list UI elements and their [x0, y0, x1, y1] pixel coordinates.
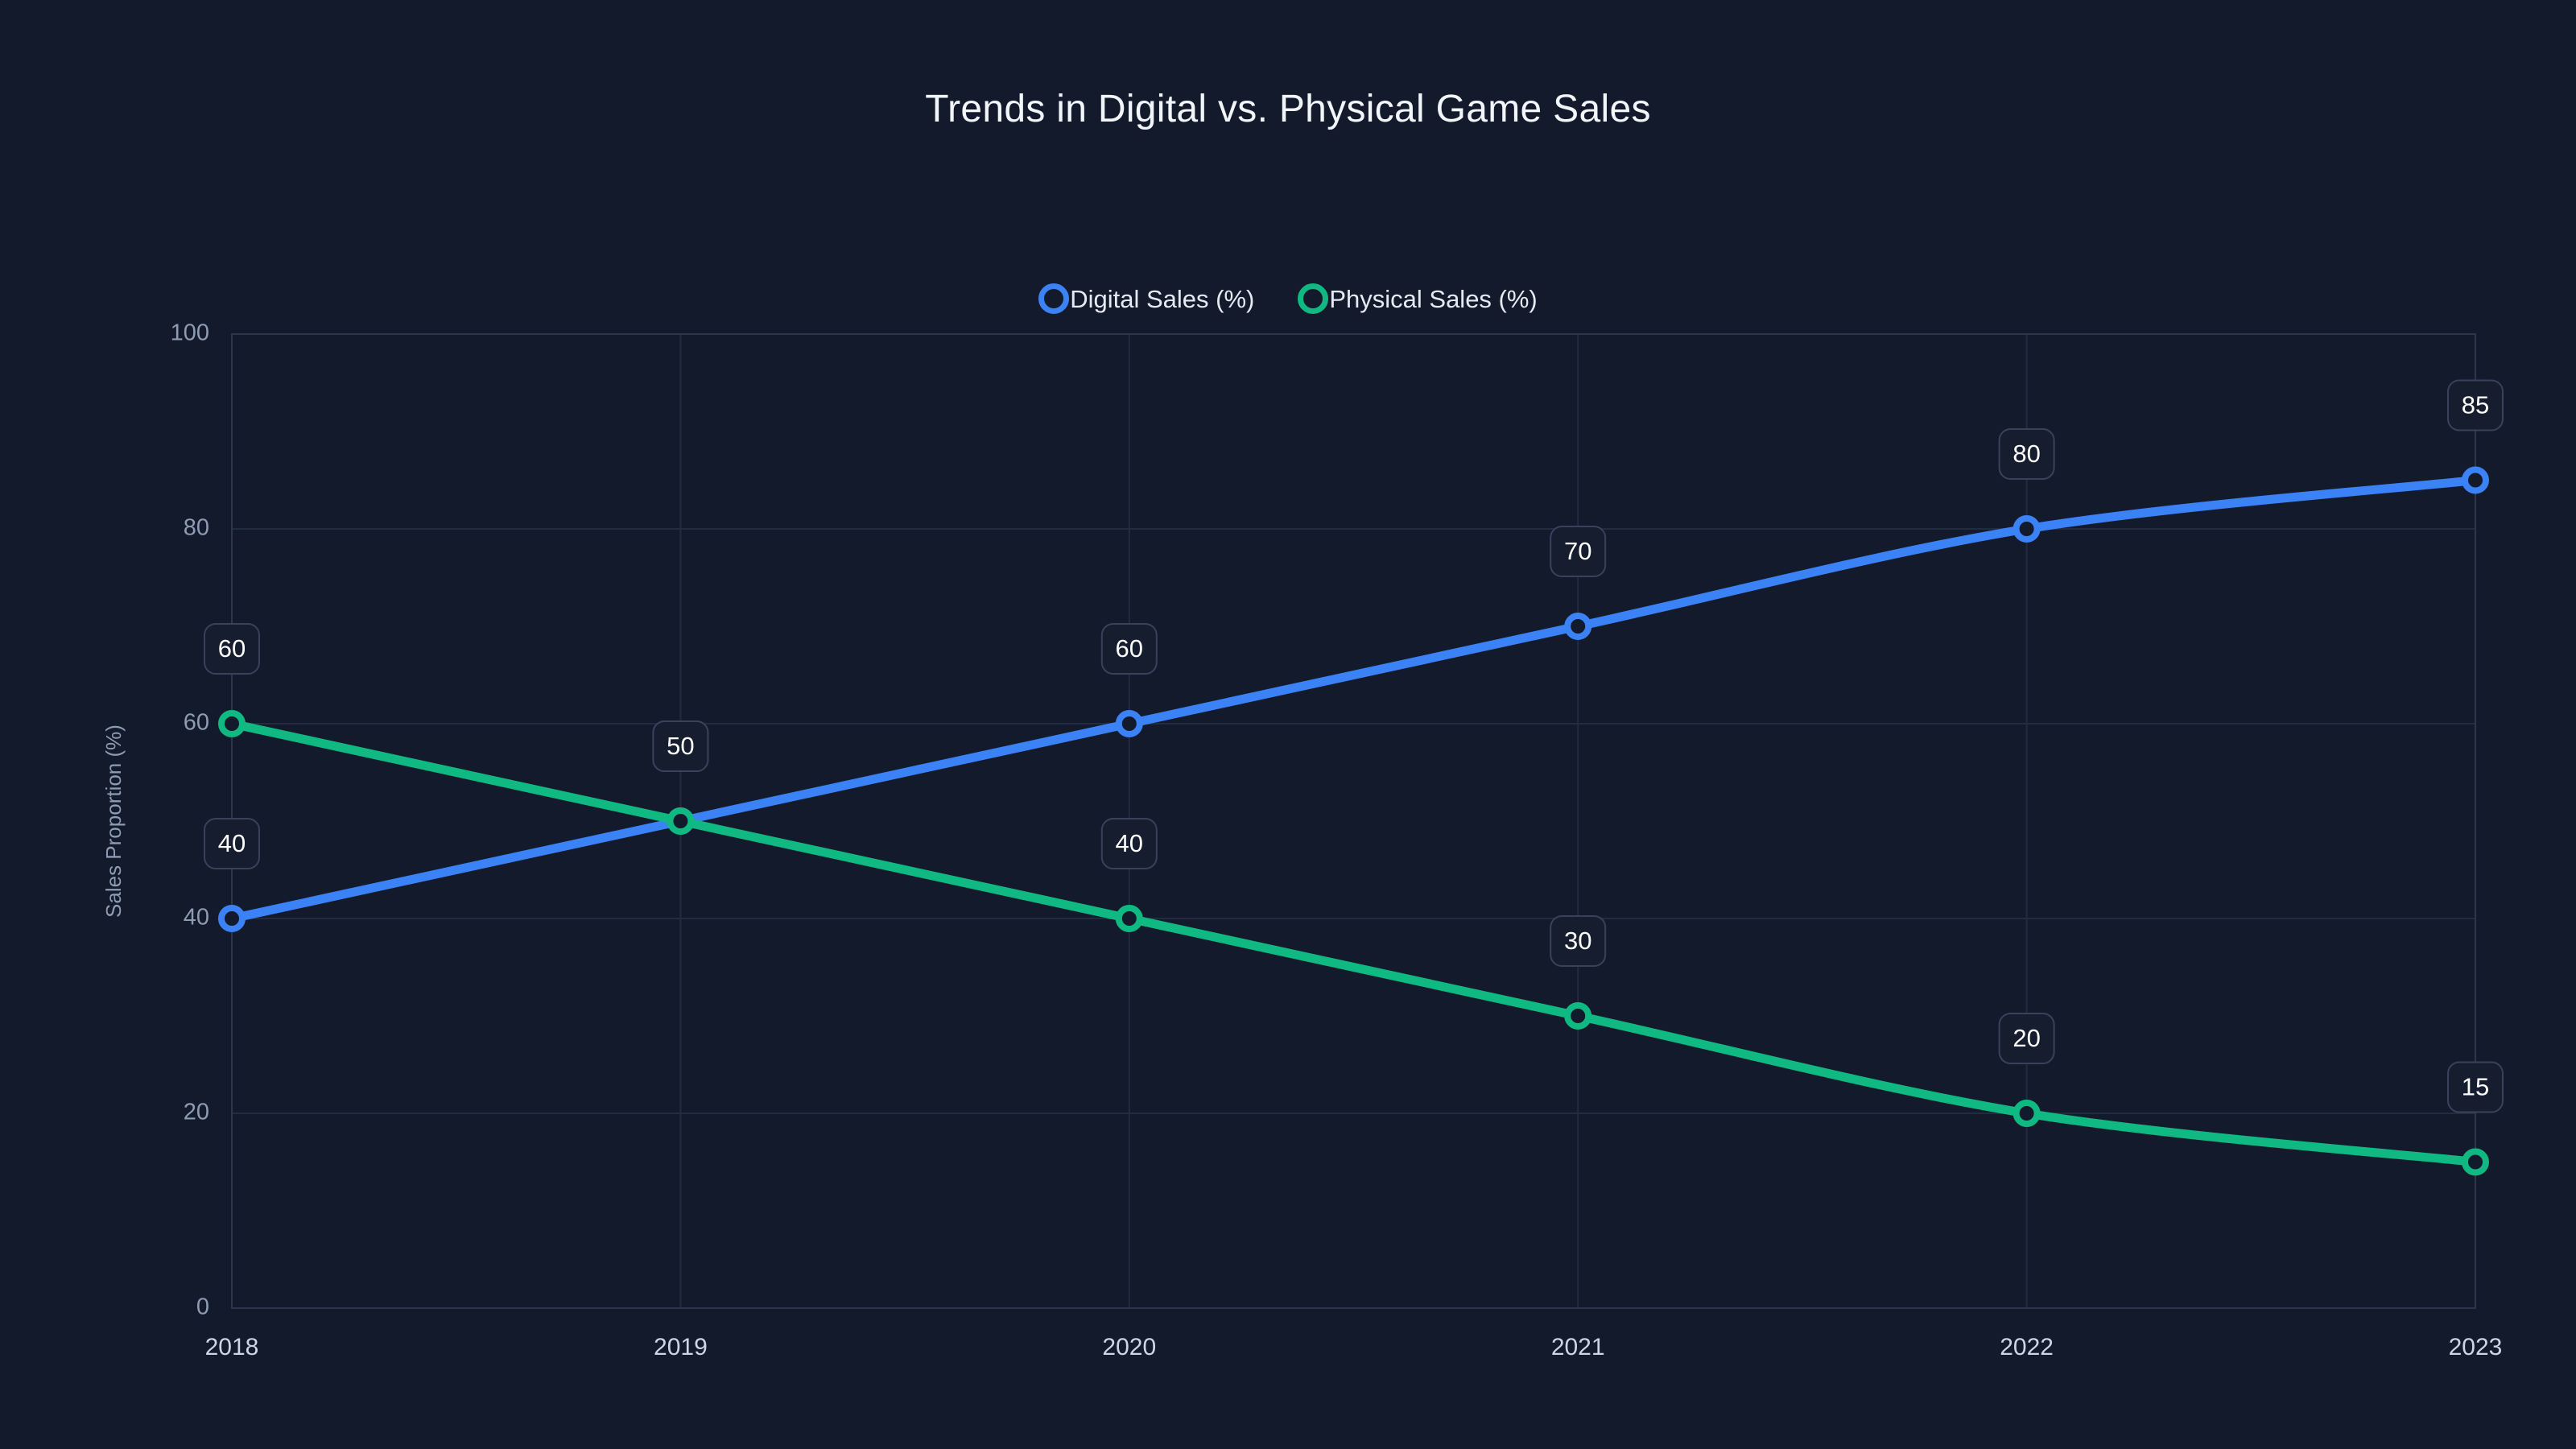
ring-marker[interactable]: [2462, 1148, 2489, 1176]
y-tick-label: 60: [184, 710, 209, 736]
data-label-box: [1998, 428, 2055, 480]
data-label-value: 30: [1564, 927, 1591, 955]
data-label-value: 80: [2013, 440, 2040, 468]
gridlines: [231, 333, 2476, 1309]
data-label-value: 40: [1116, 829, 1143, 857]
ring-marker[interactable]: [1564, 1002, 1592, 1030]
ring-marker[interactable]: [1564, 613, 1592, 640]
legend-item-physical[interactable]: Physical Sales (%): [1298, 283, 1538, 314]
legend-item-digital[interactable]: Digital Sales (%): [1038, 283, 1254, 314]
data-label-box: [2447, 1061, 2504, 1113]
data-label-value: 60: [218, 634, 246, 663]
y-axis-ticks: 0 20 40 60 80 100: [171, 320, 209, 1320]
data-label-box: [1550, 526, 1607, 577]
data-label-box: [1998, 1013, 2055, 1064]
data-label-value: 15: [2462, 1073, 2489, 1101]
data-label-value: 60: [1116, 634, 1143, 663]
data-label-value: 50: [667, 732, 694, 760]
data-label-box: [652, 720, 709, 772]
data-label-box: [1100, 818, 1158, 869]
data-label-box: [204, 623, 260, 675]
data-label-value: 70: [1564, 537, 1591, 565]
data-label-box: [2447, 379, 2504, 431]
ring-marker[interactable]: [218, 905, 246, 932]
ring-marker[interactable]: [2013, 1100, 2041, 1127]
y-tick-label: 80: [184, 515, 209, 541]
x-tick-label: 2021: [1551, 1334, 1605, 1360]
ring-marker[interactable]: [1115, 710, 1143, 737]
legend-item-label: Physical Sales (%): [1329, 284, 1538, 313]
y-tick-label: 40: [184, 905, 209, 931]
x-axis-ticks: 2018 2019 2020 2021 2022 2023: [205, 1334, 2503, 1360]
y-tick-label: 0: [196, 1294, 209, 1320]
data-label-value: 40: [218, 829, 246, 857]
ring-marker[interactable]: [2462, 466, 2489, 494]
data-label-box: [204, 818, 260, 869]
y-tick-label: 20: [184, 1100, 209, 1125]
x-tick-label: 2020: [1102, 1334, 1156, 1360]
chart-legend: Digital Sales (%) Physical Sales (%): [0, 283, 2576, 314]
ring-marker[interactable]: [667, 807, 695, 835]
y-tick-label: 100: [171, 320, 209, 346]
data-label-value: 20: [2013, 1024, 2040, 1052]
data-labels: 405060708085605040302015: [204, 379, 2504, 1113]
circle-outline-icon: [1298, 283, 1329, 314]
chart-title: Trends in Digital vs. Physical Game Sale…: [925, 88, 1651, 130]
series-line-digital: [227, 476, 2480, 923]
plot-border: [231, 333, 2476, 1309]
ring-marker[interactable]: [1115, 905, 1143, 932]
data-label-box: [1550, 915, 1607, 967]
ring-marker[interactable]: [218, 710, 246, 737]
ring-marker[interactable]: [2013, 515, 2041, 543]
x-tick-label: 2019: [654, 1334, 708, 1360]
x-tick-label: 2022: [2000, 1334, 2054, 1360]
circle-outline-icon: [1038, 283, 1070, 314]
x-tick-label: 2018: [205, 1334, 259, 1360]
series-line-physical: [227, 719, 2480, 1166]
data-label-box: [1100, 623, 1158, 675]
y-axis-title: Sales Proportion (%): [101, 724, 126, 918]
data-label-value: 85: [2462, 391, 2489, 419]
data-series: [218, 466, 2489, 1176]
legend-item-label: Digital Sales (%): [1070, 284, 1255, 313]
x-tick-label: 2023: [2449, 1334, 2503, 1360]
